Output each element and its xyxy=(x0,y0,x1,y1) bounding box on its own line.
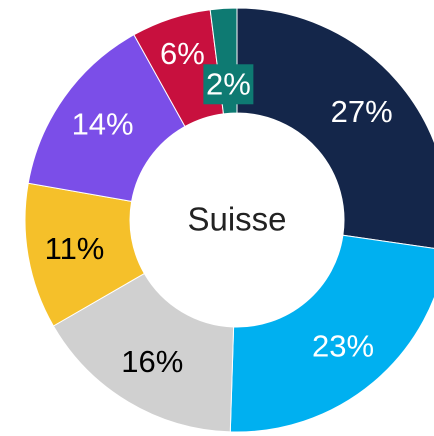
center-label: Suisse xyxy=(187,201,286,238)
data-label: 16% xyxy=(121,344,183,379)
data-label: 11% xyxy=(45,231,105,266)
data-label: 23% xyxy=(312,329,374,364)
donut-hole xyxy=(130,113,344,327)
data-label: 2% xyxy=(206,66,251,101)
data-label: 14% xyxy=(72,106,134,141)
data-label: 27% xyxy=(331,94,393,129)
label-background xyxy=(203,64,254,105)
data-label: 6% xyxy=(160,36,205,71)
